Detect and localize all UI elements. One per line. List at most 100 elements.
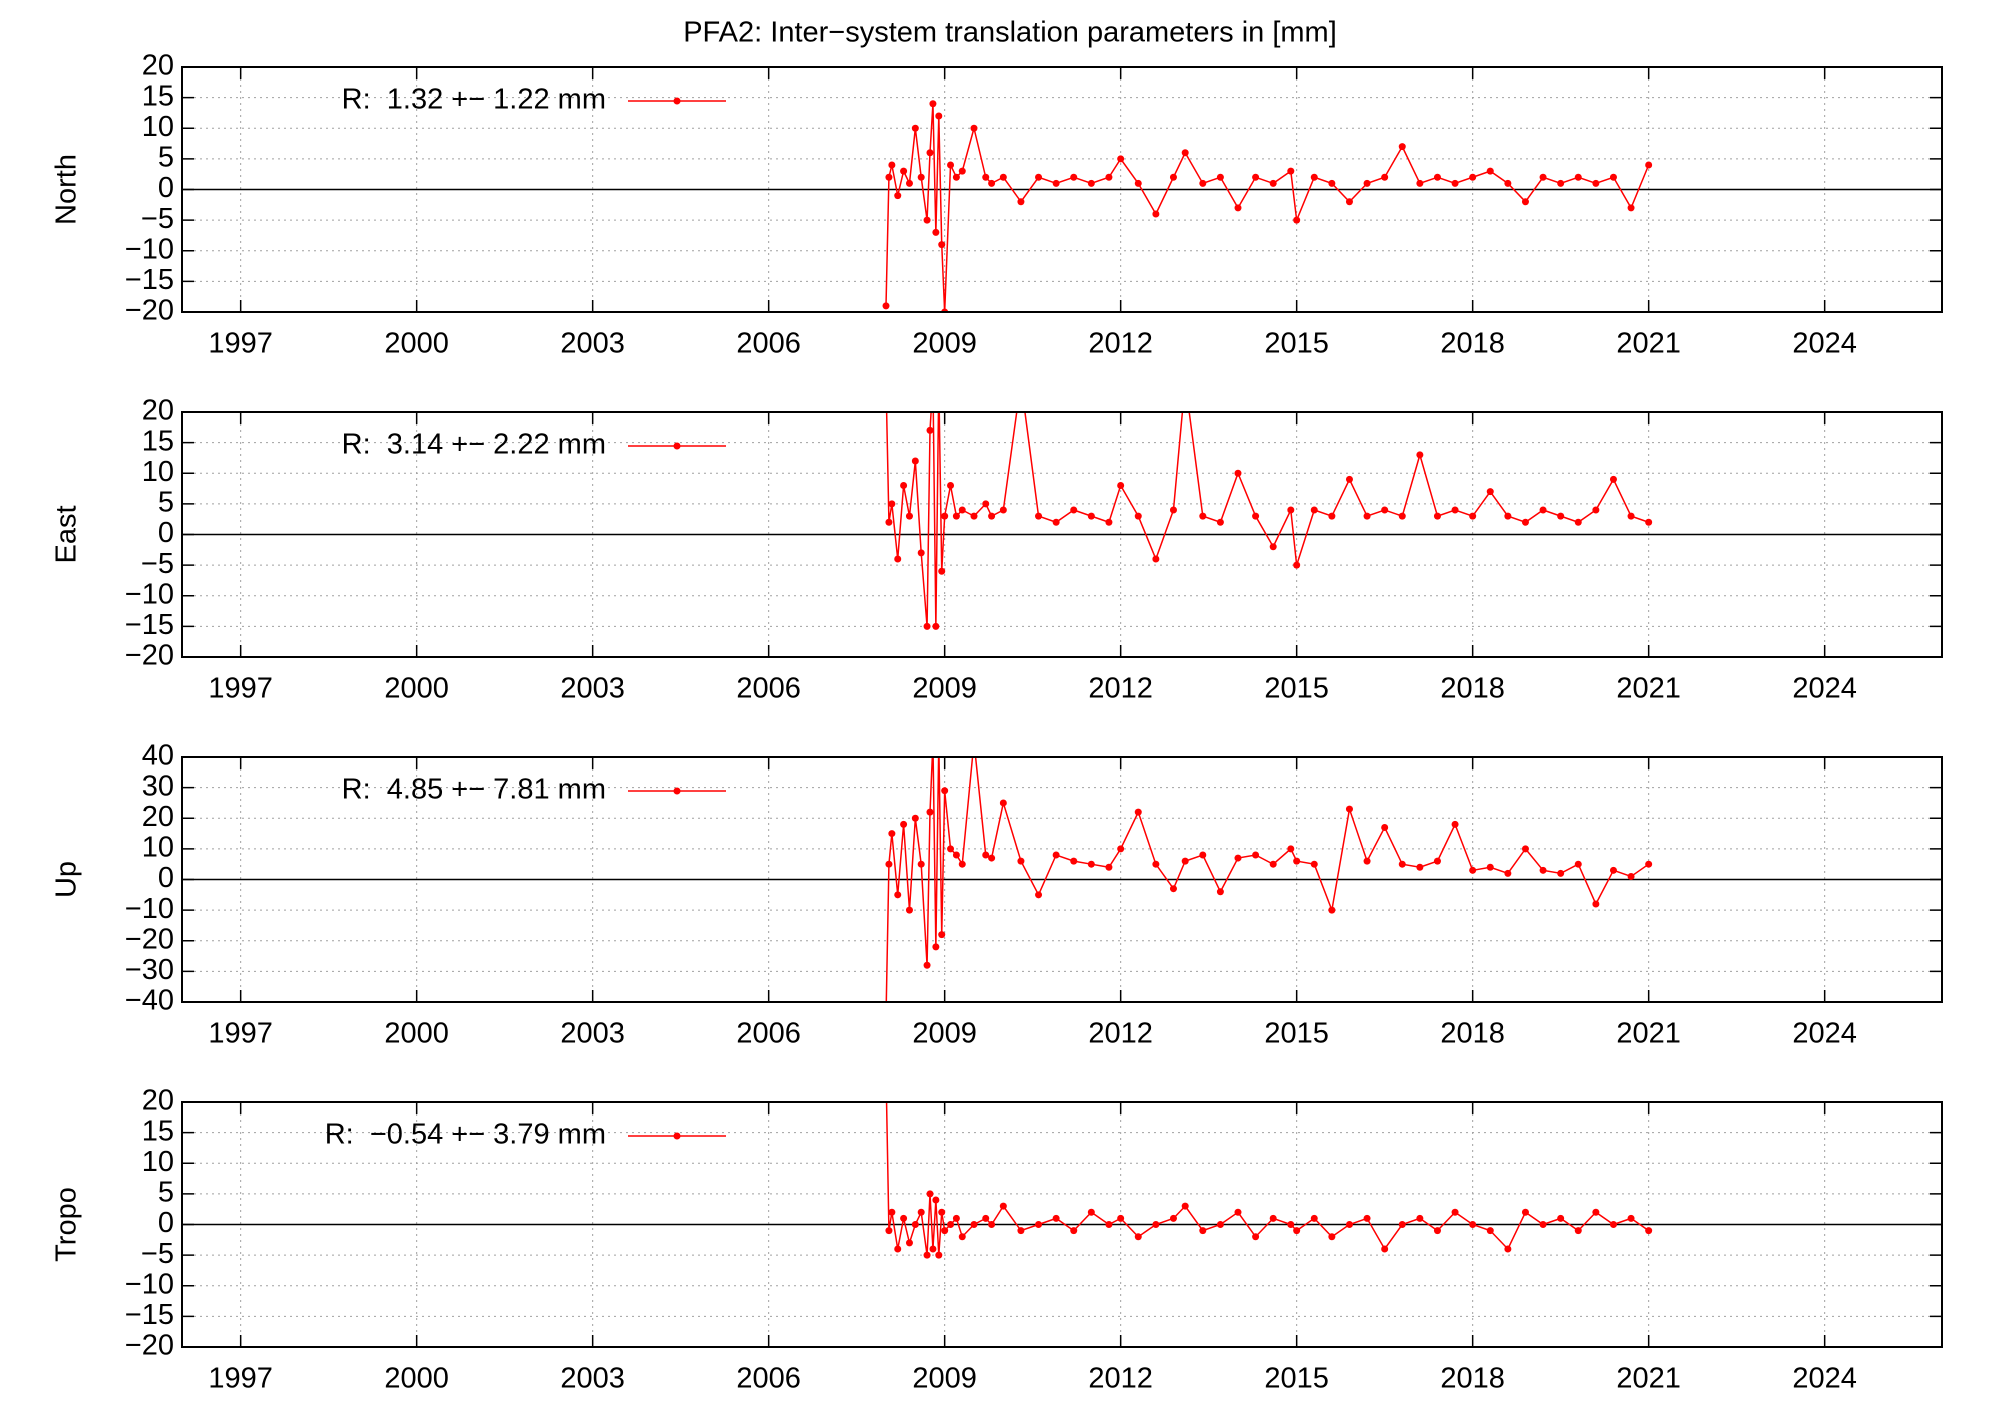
- data-point: [917, 173, 925, 181]
- data-point: [911, 457, 919, 465]
- y-axis-label: East: [51, 505, 83, 563]
- y-tick-label: 10: [142, 111, 174, 143]
- data-point: [1052, 1214, 1060, 1222]
- data-point: [982, 1214, 990, 1222]
- data-point: [988, 179, 996, 187]
- y-tick-label: −15: [125, 1299, 174, 1331]
- data-point: [1134, 808, 1142, 816]
- data-point: [1557, 869, 1565, 877]
- y-tick-label: 40: [142, 740, 174, 772]
- data-point: [988, 1221, 996, 1228]
- y-tick-label: 10: [142, 456, 174, 488]
- data-point: [1252, 851, 1260, 859]
- data-point: [970, 1221, 978, 1228]
- y-tick-label: 20: [142, 1085, 174, 1117]
- x-tick-label: 2012: [1088, 1363, 1153, 1395]
- data-point: [1287, 506, 1295, 514]
- data-point: [1539, 1221, 1547, 1228]
- data-point: [1035, 173, 1043, 181]
- data-point: [952, 173, 960, 181]
- data-point: [958, 860, 966, 868]
- x-tick-label: 2003: [560, 1363, 625, 1395]
- x-tick-label: 2024: [1792, 1363, 1857, 1395]
- data-point: [935, 378, 942, 385]
- data-point: [1105, 1221, 1113, 1228]
- data-point: [938, 567, 946, 575]
- data-point: [938, 241, 946, 249]
- data-point: [1252, 512, 1260, 520]
- data-point: [1381, 506, 1389, 514]
- data-point: [1293, 1227, 1301, 1235]
- data-point: [1451, 1208, 1459, 1216]
- data-point: [941, 512, 949, 520]
- data-point: [1070, 506, 1078, 514]
- data-point: [1087, 512, 1095, 520]
- data-point: [1521, 198, 1529, 206]
- data-point: [947, 1221, 955, 1228]
- data-point: [1152, 1221, 1160, 1228]
- data-line: [885, 412, 1649, 627]
- data-point: [952, 512, 960, 520]
- data-point: [1363, 857, 1371, 865]
- data-point: [1310, 506, 1318, 514]
- data-point: [941, 787, 949, 795]
- x-tick-label: 2018: [1440, 1018, 1505, 1050]
- data-point: [1504, 179, 1512, 187]
- data-point: [1035, 1221, 1043, 1228]
- data-point: [885, 860, 893, 868]
- data-point: [958, 506, 966, 514]
- legend-label: R: 3.14 +− 2.22 mm: [342, 429, 606, 461]
- legend-label: R: −0.54 +− 3.79 mm: [325, 1119, 606, 1151]
- data-point: [923, 1251, 931, 1259]
- data-point: [1169, 506, 1177, 514]
- y-tick-label: −20: [125, 640, 174, 672]
- x-tick-label: 2021: [1616, 1018, 1681, 1050]
- data-point: [1609, 866, 1617, 874]
- data-point: [1287, 167, 1295, 175]
- x-tick-label: 2021: [1616, 673, 1681, 705]
- data-point: [1521, 1208, 1529, 1216]
- y-tick-label: 10: [142, 832, 174, 864]
- data-point: [958, 1233, 966, 1241]
- data-point: [1017, 857, 1025, 865]
- x-tick-label: 2012: [1088, 673, 1153, 705]
- data-point: [1521, 518, 1529, 526]
- data-point: [1052, 518, 1060, 526]
- plot-frame: [181, 66, 1943, 313]
- legend-label: R: 1.32 +− 1.22 mm: [342, 84, 606, 116]
- data-point: [1469, 866, 1477, 874]
- data-point: [941, 1227, 949, 1235]
- x-tick-label: 2024: [1792, 1018, 1857, 1050]
- data-point: [923, 961, 931, 969]
- data-point: [1052, 179, 1060, 187]
- data-point: [938, 931, 946, 939]
- x-tick-label: 2003: [560, 328, 625, 360]
- data-point: [1035, 512, 1043, 520]
- data-line: [885, 103, 1650, 312]
- data-point: [1469, 1221, 1477, 1228]
- x-tick-label: 2006: [736, 1018, 801, 1050]
- data-point: [1134, 179, 1142, 187]
- data-point: [1574, 1227, 1582, 1235]
- y-axis-label: North: [51, 154, 83, 225]
- data-point: [1199, 851, 1207, 859]
- data-point: [900, 1214, 908, 1222]
- data-point: [1293, 857, 1301, 865]
- data-point: [1381, 173, 1389, 181]
- data-point: [947, 845, 955, 853]
- data-point: [1363, 179, 1371, 187]
- data-point: [932, 943, 940, 951]
- data-point: [1574, 860, 1582, 868]
- data-point: [929, 1245, 937, 1253]
- data-point: [926, 149, 934, 157]
- data-point: [1216, 888, 1224, 896]
- legend-marker: [673, 787, 681, 795]
- data-point: [1234, 854, 1242, 862]
- data-point: [988, 854, 996, 862]
- y-tick-label: −30: [125, 954, 174, 986]
- data-point: [888, 500, 896, 508]
- y-tick-label: 5: [158, 1177, 174, 1209]
